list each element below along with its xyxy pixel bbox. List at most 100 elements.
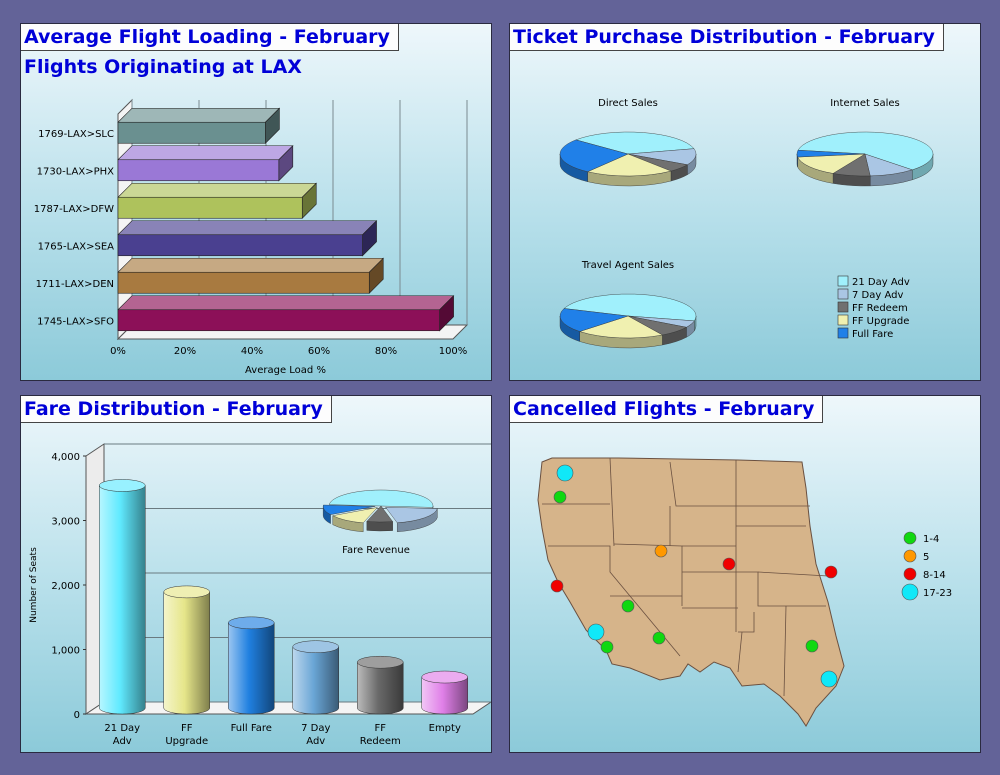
bar-cylinder-top [357,655,404,669]
legend-marker [901,583,919,601]
bar [117,234,363,257]
legend-label: 1-4 [923,534,939,545]
pie-slice [575,131,695,155]
y-category-label: 1730-LAX>PHX [37,166,114,177]
pie-slice [385,506,438,524]
legend-swatch [837,327,849,339]
bar-cylinder [163,591,210,715]
y-tick-label: 3,000 [51,517,80,528]
pie-slice [559,308,629,332]
us-map-outline [537,457,845,727]
legend-label: FF Redeem [852,303,908,314]
y-category-label: 1745-LAX>SFO [37,316,114,327]
ticket-distribution-panel: Ticket Purchase Distribution - February … [509,23,981,381]
fare-distribution-chart: 0 1,000 2,000 3,000 4,000 Number of Seats 21 D… [29,443,491,747]
cancellation-marker [556,464,574,482]
bar-cylinder-top [228,616,275,630]
cancellation-marker [820,670,838,688]
legend-swatch [837,288,849,300]
x-category-label: 7 Day [301,723,330,734]
x-tick-label: 80% [375,346,397,357]
bar-cylinder [292,646,339,715]
legend-swatch [837,301,849,313]
state-border [783,605,787,697]
bar-top [117,295,455,311]
x-category-label: Redeem [360,736,401,747]
pie-slice [797,153,866,174]
x-category-label: Adv [306,736,325,747]
y-tick-label: 4,000 [51,452,80,463]
y-axis-label: Number of Seats [29,547,39,623]
y-tick-label: 2,000 [51,581,80,592]
x-category-label: FF [181,723,193,734]
state-border [737,631,743,673]
legend-label: 7 Day Adv [852,290,903,301]
x-axis-label: Average Load % [245,365,326,376]
legend-marker [903,549,917,563]
bar-cylinder-top [99,479,146,492]
legend-label: 21 Day Adv [852,277,910,288]
cancelled-flights-map: 1-4 5 8-14 17-23 [537,457,952,727]
x-tick-label: 100% [439,346,468,357]
pie-slice [579,315,663,339]
pie-slice [563,293,697,322]
pie-slice [559,139,629,172]
bar-top [117,145,294,161]
bar [117,121,266,144]
pie-title: Travel Agent Sales [581,260,674,271]
x-category-label: Upgrade [165,736,208,747]
flight-loading-title: Average Flight Loading - February [21,24,399,51]
fare-revenue-pie [322,489,438,533]
flight-loading-panel: Average Flight Loading - February Flight… [20,23,492,381]
cancellation-marker [824,565,838,579]
legend-label: FF Upgrade [852,316,909,327]
cancellation-marker [550,579,564,593]
bar-cylinder [228,622,275,715]
cancelled-flights-title: Cancelled Flights - February [510,396,824,423]
cancellation-marker [587,623,605,641]
state-border [609,457,615,547]
pie-slice [322,504,376,515]
x-tick-label: 20% [174,346,196,357]
cancellation-marker [654,544,668,558]
y-category-label: 1711-LAX>DEN [36,279,114,290]
bar [117,196,303,219]
bar-top [117,257,384,273]
legend-label: 5 [923,552,929,563]
bar [117,271,370,294]
state-border [738,612,755,633]
x-tick-label: 0% [110,346,126,357]
legend-swatch [837,314,849,326]
pie-slice-side [366,521,393,532]
legend-marker [903,531,917,545]
cancellation-marker [652,631,666,645]
pie-title: Direct Sales [598,98,658,109]
x-category-label: Adv [113,736,132,747]
pie-slice [796,149,866,158]
pie-chart [559,293,697,349]
pie-chart [559,131,697,187]
fare-distribution-panel: Fare Distribution - February 0 1,000 2,000… [20,395,492,753]
state-border [757,571,829,577]
inset-pie-label: Fare Revenue [342,545,410,556]
pie-slice [366,505,394,523]
y-tick-label: 1,000 [51,646,80,657]
legend-label: Full Fare [852,329,893,340]
fare-distribution-title: Fare Distribution - February [21,396,332,423]
x-category-label: Empty [429,723,461,734]
legend-marker [903,567,917,581]
pie-slice [332,507,378,524]
y-category-label: 1765-LAX>SEA [38,241,115,252]
x-tick-label: 60% [308,346,330,357]
bar-cylinder-top [421,670,468,684]
y-tick-label: 0 [74,710,80,721]
state-border [669,461,736,507]
cancellation-marker [805,639,819,653]
bar-top [117,220,378,236]
flight-loading-chart: 0% 20% 40% 60% 80% 100% Average Load % 1769-LAX… [34,98,469,376]
bar-top [117,107,281,123]
x-tick-label: 40% [241,346,263,357]
y-category-label: 1769-LAX>SLC [38,129,114,140]
x-category-label: 21 Day [104,723,140,734]
cancelled-flights-panel: Cancelled Flights - February 1-4 5 8-14 17-… [509,395,981,753]
